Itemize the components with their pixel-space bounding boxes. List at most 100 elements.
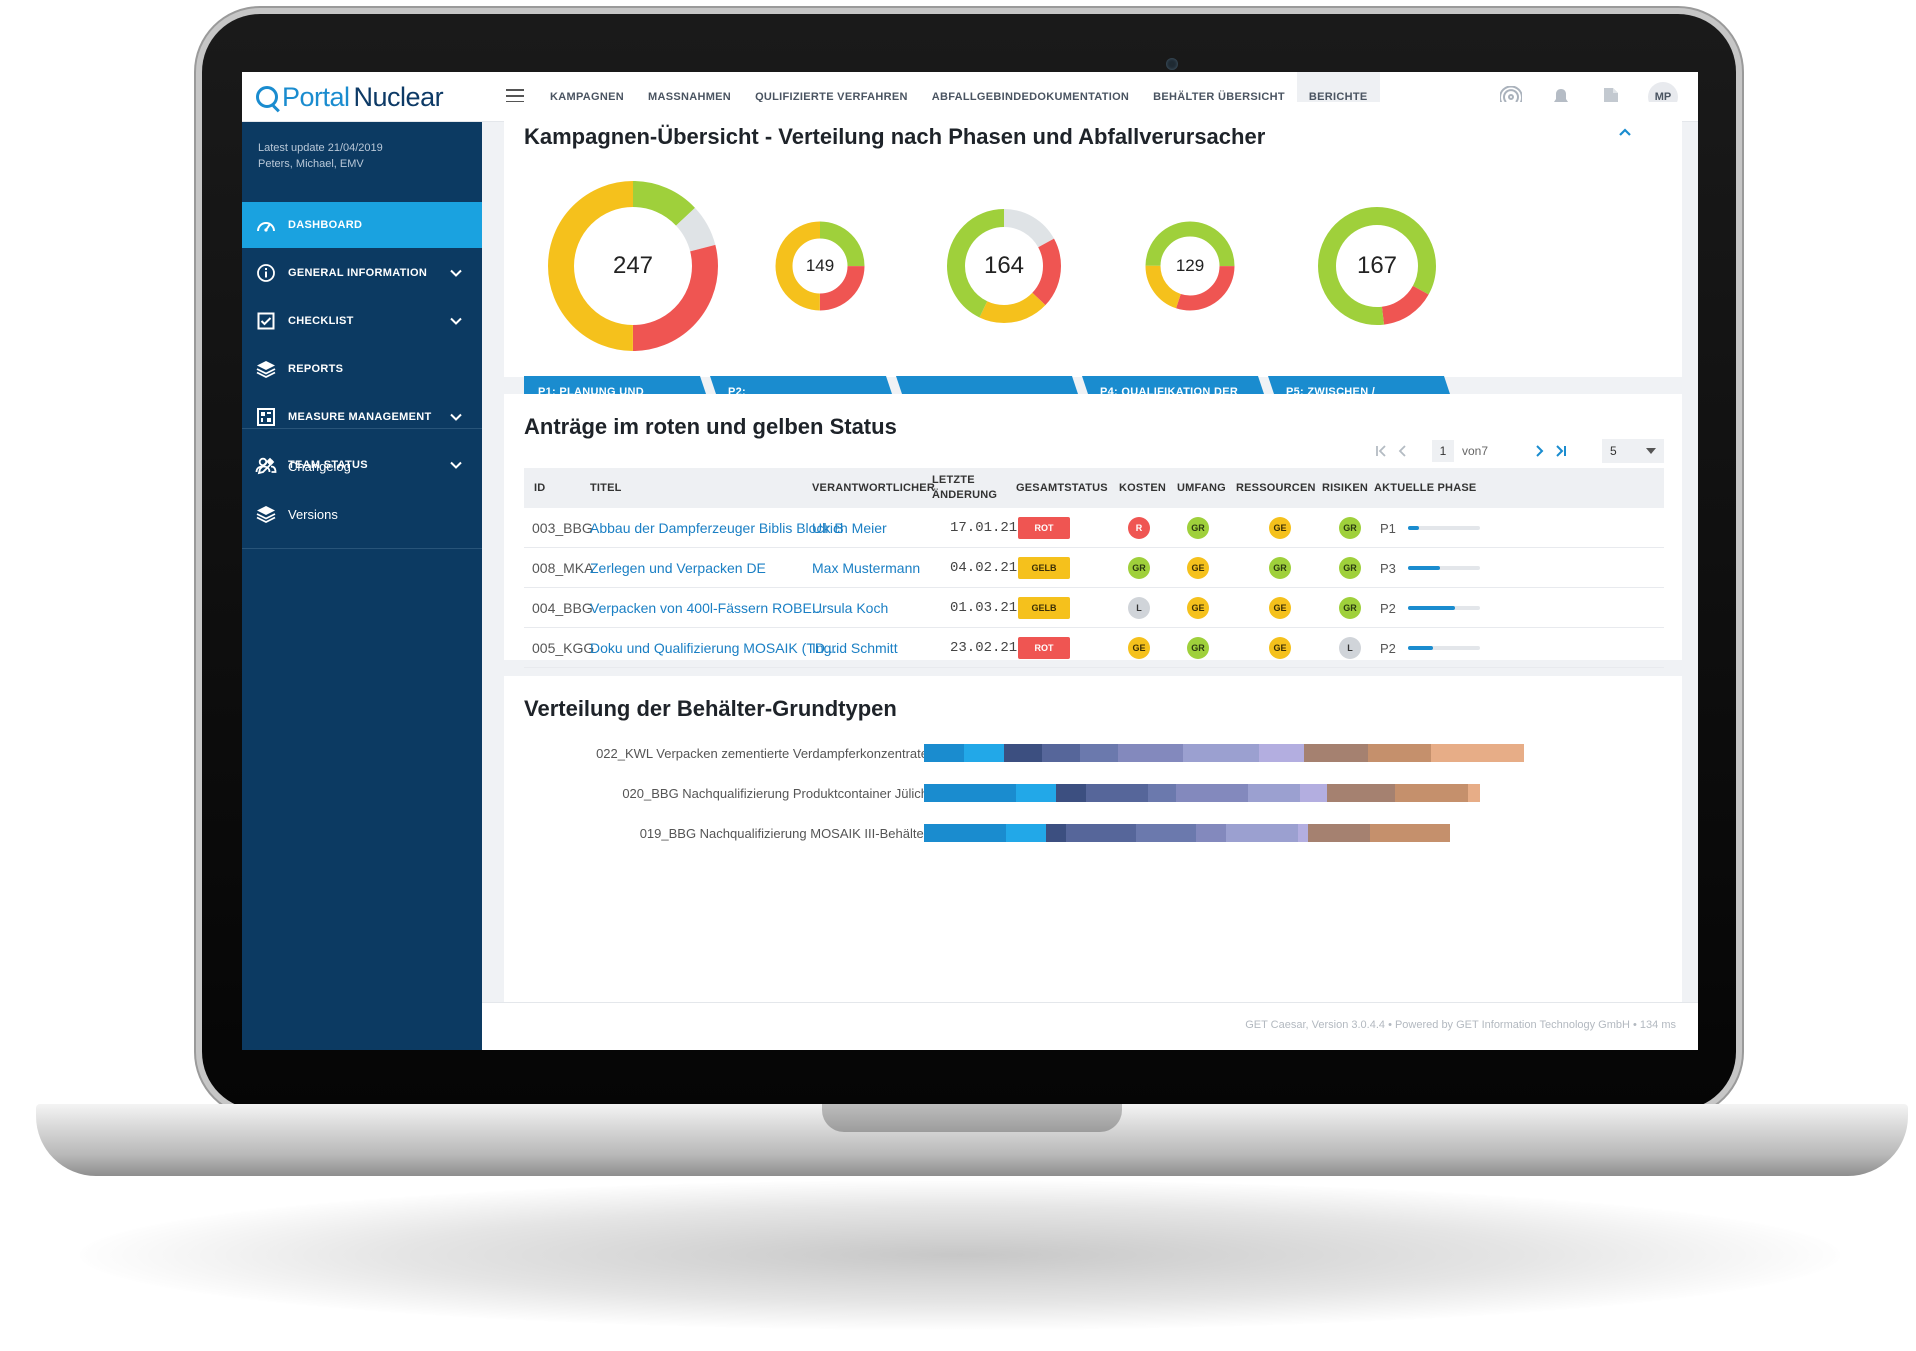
donut-segment[interactable]: [775, 221, 865, 311]
col-last-change[interactable]: LETZTE ÄNDERUNG: [932, 468, 997, 508]
donut-segment[interactable]: [1318, 207, 1436, 325]
container-bar-segment[interactable]: [924, 744, 964, 762]
container-bar-segment[interactable]: [1395, 784, 1468, 802]
chevron-up-icon[interactable]: [1618, 124, 1632, 142]
col-title[interactable]: TITEL: [590, 481, 622, 494]
container-bar-segment[interactable]: [1006, 824, 1046, 842]
donut-segment[interactable]: [947, 209, 1061, 323]
container-bar-segment[interactable]: [1327, 784, 1395, 802]
container-bar-segment[interactable]: [924, 784, 1016, 802]
nav-kampagnen[interactable]: KAMPAGNEN: [550, 91, 624, 103]
container-bar-segment[interactable]: [1308, 824, 1370, 842]
container-bar-segment[interactable]: [1066, 824, 1136, 842]
col-id[interactable]: ID: [534, 481, 546, 494]
radar-icon[interactable]: [1498, 84, 1524, 110]
nav-behälter-übersicht[interactable]: BEHÄLTER ÜBERSICHT: [1153, 91, 1285, 103]
container-bar-segment[interactable]: [1086, 784, 1148, 802]
cell-title-link[interactable]: Zerlegen und Verpacken DE: [590, 560, 766, 576]
container-bar-segment[interactable]: [1080, 744, 1118, 762]
donut-chart[interactable]: 129: [1138, 214, 1242, 318]
container-bar-segment[interactable]: [1148, 784, 1176, 802]
first-page-icon[interactable]: [1370, 445, 1392, 457]
container-bar-segment[interactable]: [1368, 744, 1431, 762]
scope-indicator: GR: [1187, 637, 1209, 659]
container-bar-label: 019_BBG Nachqualifizierung MOSAIK III-Be…: [639, 825, 928, 841]
container-stacked-bar[interactable]: [924, 744, 1524, 762]
table-row[interactable]: 004_BBG Verpacken von 400l-Fässern ROBE..…: [524, 588, 1664, 628]
table-row[interactable]: 008_MKA Zerlegen und Verpacken DE Max Must…: [524, 548, 1664, 588]
app-screen: Portal Nuclear KAMPAGNEN MASSNAHMEN QULIFI…: [242, 72, 1698, 1050]
donut-segment[interactable]: [548, 181, 718, 351]
container-bar-segment[interactable]: [1298, 824, 1308, 842]
col-costs[interactable]: KOSTEN: [1119, 481, 1167, 494]
container-bar-segment[interactable]: [1042, 744, 1080, 762]
container-bar-segment[interactable]: [1176, 784, 1248, 802]
col-owner[interactable]: VERANTWORTLICHER: [812, 481, 935, 494]
donut-chart[interactable]: 149: [767, 213, 873, 319]
cell-owner-link[interactable]: Ingrid Schmitt: [812, 640, 898, 656]
sidebar-item-changelog[interactable]: Changelog: [242, 443, 482, 489]
container-stacked-bar[interactable]: [924, 784, 1480, 802]
donut-chart[interactable]: 247: [535, 168, 731, 364]
app-logo[interactable]: Portal Nuclear: [256, 81, 444, 113]
donut-segment[interactable]: [947, 209, 1061, 323]
sidebar-item-measure-management[interactable]: MEASURE MANAGEMENT: [242, 394, 482, 440]
container-bar-segment[interactable]: [924, 824, 1006, 842]
cell-title-link[interactable]: Abbau der Dampferzeuger Biblis Block B: [590, 520, 844, 536]
container-bar-segment[interactable]: [1259, 744, 1304, 762]
donut-segment[interactable]: [1145, 221, 1235, 311]
next-page-icon[interactable]: [1528, 445, 1550, 457]
document-icon[interactable]: [1598, 84, 1624, 110]
cell-title-link[interactable]: Doku und Qualifizierung MOSAIK (TD...: [590, 640, 837, 656]
container-bar-segment[interactable]: [1304, 744, 1368, 762]
sidebar-item-versions[interactable]: Versions: [242, 491, 482, 537]
donut-segment[interactable]: [1145, 221, 1235, 311]
donut-segment[interactable]: [947, 209, 1061, 323]
col-status[interactable]: GESAMTSTATUS: [1016, 481, 1108, 494]
cell-title-link[interactable]: Verpacken von 400l-Fässern ROBE...: [590, 600, 824, 616]
phase-progress-fill: [1408, 526, 1419, 530]
donut-chart[interactable]: 164: [938, 200, 1070, 332]
sidebar-item-dashboard[interactable]: DASHBOARD: [242, 202, 482, 248]
container-bar-segment[interactable]: [1136, 824, 1196, 842]
container-bar-segment[interactable]: [964, 744, 1004, 762]
table-row[interactable]: 003_BBG Abbau der Dampferzeuger Biblis Bl…: [524, 508, 1664, 548]
container-bar-segment[interactable]: [1370, 824, 1450, 842]
donut-segment[interactable]: [548, 181, 718, 351]
current-page[interactable]: 1: [1431, 440, 1454, 462]
container-bar-segment[interactable]: [1226, 824, 1298, 842]
container-bar-segment[interactable]: [1468, 784, 1480, 802]
container-stacked-bar[interactable]: [924, 824, 1450, 842]
container-bar-segment[interactable]: [1248, 784, 1300, 802]
cell-owner-link[interactable]: Max Mustermann: [812, 560, 921, 576]
container-bar-segment[interactable]: [1046, 824, 1066, 842]
col-scope[interactable]: UMFANG: [1177, 481, 1226, 494]
nav-abfallgebindedokumentation[interactable]: ABFALLGEBINDEDOKUMENTATION: [931, 91, 1130, 103]
col-phase[interactable]: AKTUELLE PHASE: [1374, 481, 1477, 494]
table-row[interactable]: 005_KGG Doku und Qualifizierung MOSAIK (T…: [524, 628, 1664, 668]
donut-chart[interactable]: 167: [1309, 198, 1445, 334]
col-risks[interactable]: RISIKEN: [1322, 481, 1369, 494]
cell-costs: R: [1128, 508, 1150, 548]
sidebar-item-checklist[interactable]: CHECKLIST: [242, 298, 482, 344]
page-size-select[interactable]: 5: [1602, 439, 1664, 463]
sidebar-item-reports[interactable]: REPORTS: [242, 346, 482, 392]
container-bar-segment[interactable]: [1431, 744, 1524, 762]
nav-massnahmen[interactable]: MASSNAHMEN: [648, 91, 732, 103]
container-bar-segment[interactable]: [1056, 784, 1086, 802]
cell-owner-link[interactable]: Ulrich Meier: [812, 520, 887, 536]
container-bar-segment[interactable]: [1300, 784, 1327, 802]
container-bar-segment[interactable]: [1118, 744, 1183, 762]
nav-qulifizierte-verfahren[interactable]: QULIFIZIERTE VERFAHREN: [755, 91, 908, 103]
donut-segment[interactable]: [1145, 221, 1235, 311]
container-bar-segment[interactable]: [1183, 744, 1259, 762]
container-bar-segment[interactable]: [1004, 744, 1042, 762]
container-bar-segment[interactable]: [1016, 784, 1056, 802]
prev-page-icon[interactable]: [1392, 445, 1414, 457]
last-page-icon[interactable]: [1550, 445, 1572, 457]
cell-owner-link[interactable]: Ursula Koch: [812, 600, 889, 616]
container-bar-segment[interactable]: [1196, 824, 1226, 842]
col-resources[interactable]: RESSOURCEN: [1236, 481, 1316, 494]
donut-segment[interactable]: [775, 221, 865, 311]
sidebar-item-general-information[interactable]: GENERAL INFORMATION: [242, 250, 482, 296]
